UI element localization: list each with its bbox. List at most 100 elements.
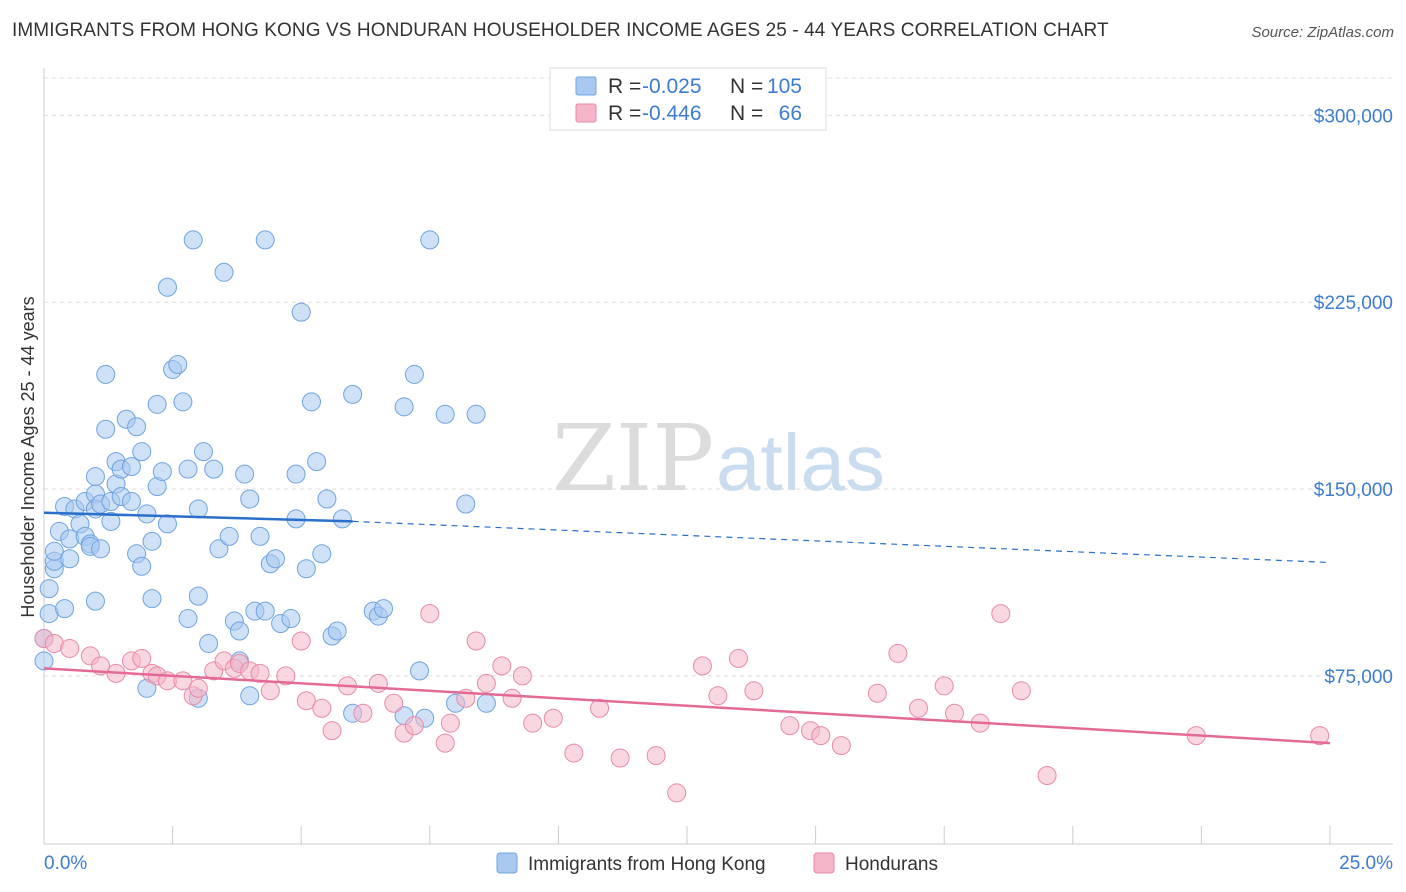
data-point [523,713,543,733]
trend-line-hondurans [43,667,1331,745]
y-tick-label: $150,000 [1314,480,1393,501]
data-point [250,526,270,546]
data-point [173,392,193,412]
legend-r-value-2: -0.446 [642,102,702,125]
data-point [404,364,424,384]
data-point [96,364,116,384]
chart-title: IMMIGRANTS FROM HONG KONG VS HONDURAN HO… [12,20,1109,41]
data-point [374,599,394,619]
y-tick-label: $225,000 [1314,293,1393,314]
data-point [188,678,208,698]
legend-swatch-hong-kong [575,76,597,96]
data-point [317,489,337,509]
data-point [944,703,964,723]
data-point [286,464,306,484]
data-point [60,549,80,569]
data-point [255,601,275,621]
data-point [214,262,234,282]
data-point [934,676,954,696]
legend-r-label-2: R = [608,102,641,125]
data-point [142,589,162,609]
chart-source: Source: ZipAtlas.com [1251,24,1394,41]
data-point [590,698,610,718]
data-point [991,604,1011,624]
data-point [476,693,496,713]
data-point [744,681,764,701]
data-point [209,539,229,559]
data-point [178,459,198,479]
data-point [121,491,141,511]
trend-line-hong-kong [43,511,353,523]
data-point [132,442,152,462]
y-axis-title: Householder Income Ages 25 - 44 years [18,296,38,617]
data-point [327,621,347,641]
data-point [888,643,908,663]
data-point [435,733,455,753]
data-point [229,621,249,641]
data-point [157,514,177,534]
data-point [384,693,404,713]
axes [43,68,1393,845]
watermark-zip: ZIP [552,405,714,512]
data-point [312,698,332,718]
data-point [312,544,332,564]
data-point [831,736,851,756]
grid-lines [44,77,1393,677]
series-hondurans [34,604,1330,803]
data-point [255,230,275,250]
data-point [96,419,116,439]
data-point [420,230,440,250]
data-point [127,417,147,437]
legend-n-value-1: 105 [767,75,802,98]
data-point [394,397,414,417]
data-point [708,686,728,706]
data-point [152,462,172,482]
data-point [137,504,157,524]
legend-correlation: R = -0.025 N = 105 R = -0.446 N = 66 [549,67,827,131]
data-point [219,526,239,546]
data-point [404,716,424,736]
data-point [332,509,352,529]
legend-bottom-label-hondurans: Hondurans [845,854,938,875]
y-tick-label: $75,000 [1324,667,1393,688]
data-point [291,631,311,651]
legend-series: Immigrants from Hong Kong Hondurans [496,852,938,875]
data-point [235,464,255,484]
x-tick-label-min: 0.0% [44,853,87,874]
data-point [343,384,363,404]
data-point [435,404,455,424]
data-point [476,673,496,693]
data-point [780,716,800,736]
data-point [296,559,316,579]
data-point [204,459,224,479]
data-point [101,511,121,531]
legend-swatch-hondurans [575,103,597,123]
data-point [276,666,296,686]
data-point [512,666,532,686]
watermark-atlas: atlas [716,418,885,507]
data-point [353,703,373,723]
data-point [867,683,887,703]
data-point [322,721,342,741]
data-point [456,494,476,514]
data-point [692,656,712,676]
legend-bottom-label-hong-kong: Immigrants from Hong Kong [528,854,766,875]
data-point [240,489,260,509]
data-point [466,404,486,424]
series-hong-kong [34,230,496,728]
data-point [291,302,311,322]
data-point [188,499,208,519]
data-point [420,604,440,624]
legend-bottom-swatch-hondurans [813,852,835,874]
data-point [188,586,208,606]
data-point [307,452,327,472]
data-point [121,457,141,477]
data-point [199,633,219,653]
data-point [240,686,260,706]
data-point [492,656,512,676]
data-point [250,663,270,683]
data-point [85,591,105,611]
data-point [466,631,486,651]
data-point [91,539,111,559]
